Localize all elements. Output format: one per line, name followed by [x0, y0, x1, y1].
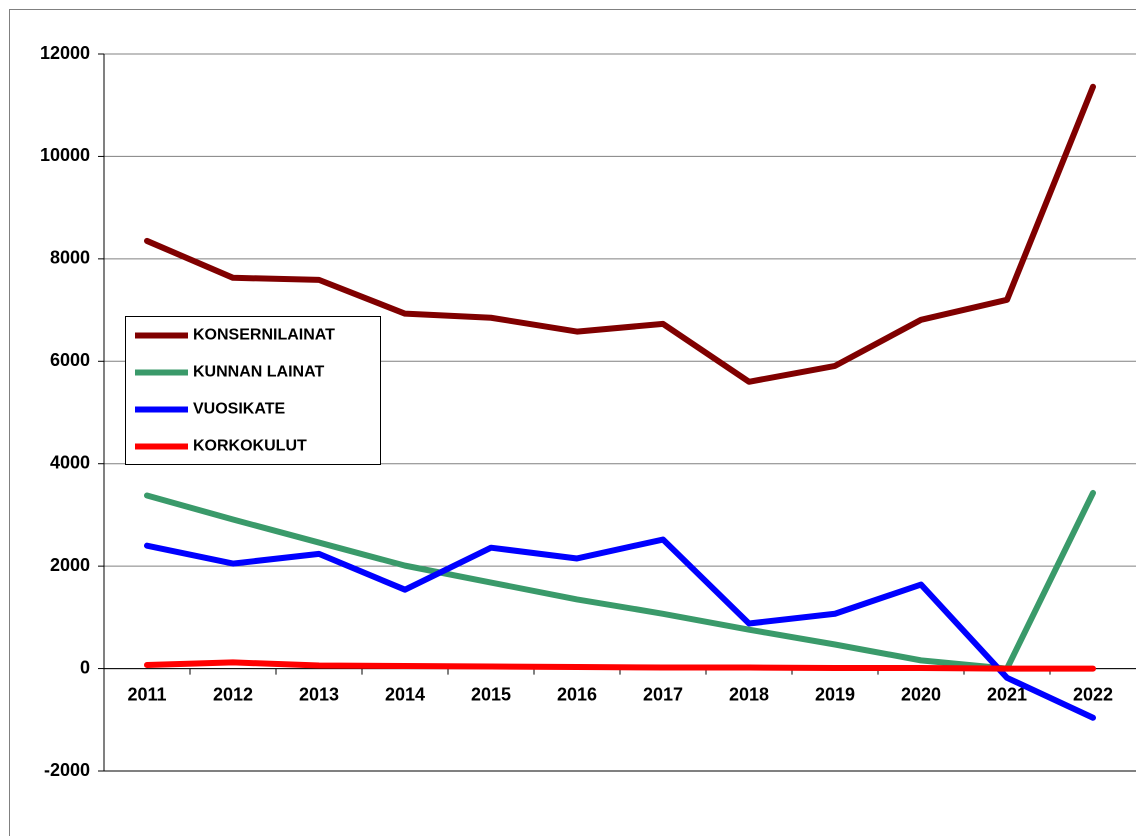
- x-tick-label: 2011: [127, 684, 166, 704]
- y-tick-label: 4000: [50, 452, 90, 472]
- legend-box: [125, 316, 381, 465]
- series-line: [144, 83, 1096, 385]
- legend-label: VUOSIKATE: [193, 401, 285, 418]
- legend-label: KORKOKULUT: [193, 438, 307, 455]
- x-tick-label: 2012: [213, 684, 253, 704]
- y-tick-label: 6000: [50, 350, 90, 370]
- x-tick-label: 2021: [987, 684, 1027, 704]
- x-tick-label: 2015: [471, 684, 511, 704]
- y-tick-label: 8000: [50, 248, 90, 268]
- series-line: [144, 489, 1096, 672]
- x-tick-label: 2017: [643, 684, 683, 704]
- chart-frame: [9, 9, 1136, 836]
- series-line: [144, 536, 1096, 721]
- series-line: [144, 659, 1096, 672]
- x-tick-label: 2020: [901, 684, 941, 704]
- x-tick-label: 2013: [299, 684, 339, 704]
- y-tick-label: 12000: [40, 43, 90, 63]
- x-tick-label: 2014: [385, 684, 425, 704]
- x-tick-label: 2019: [815, 684, 855, 704]
- y-tick-label: -2000: [44, 760, 90, 780]
- legend-label: KONSERNILAINAT: [193, 327, 335, 344]
- x-tick-label: 2018: [729, 684, 769, 704]
- y-tick-label: 0: [80, 657, 90, 677]
- legend-label: KUNNAN LAINAT: [193, 364, 324, 381]
- x-tick-label: 2016: [557, 684, 597, 704]
- y-tick-label: 10000: [40, 145, 90, 165]
- y-tick-label: 2000: [50, 555, 90, 575]
- x-tick-label: 2022: [1073, 684, 1113, 704]
